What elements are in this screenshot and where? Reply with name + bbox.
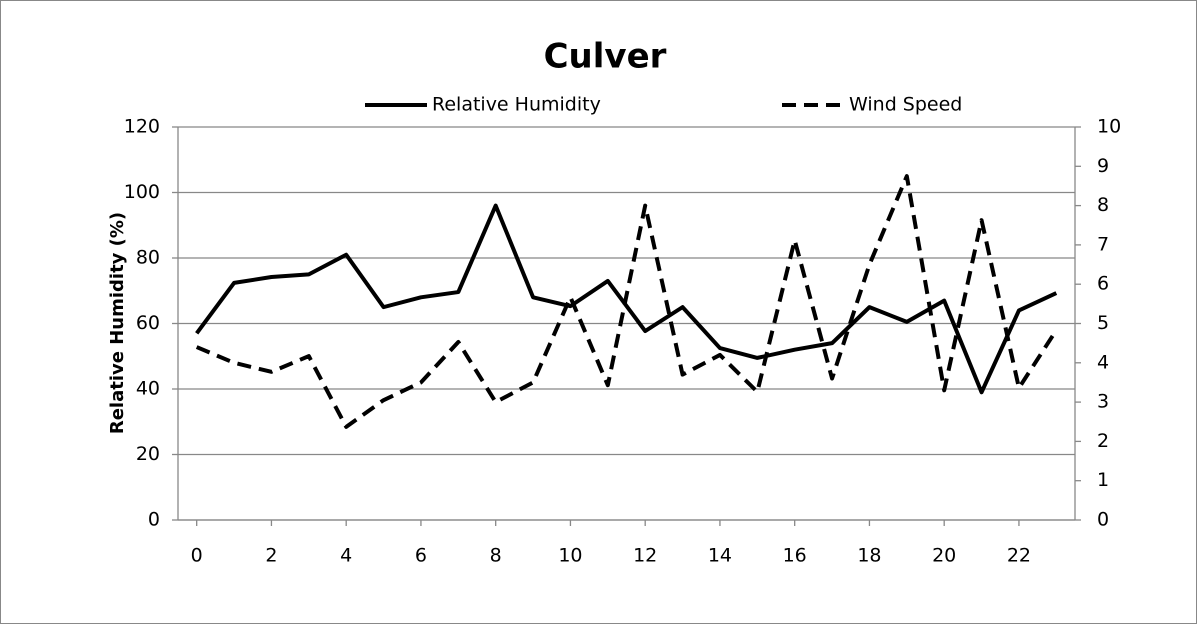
x-tick-label: 2 <box>265 545 277 567</box>
x-tick-label: 4 <box>340 545 352 567</box>
legend-label: Relative Humidity <box>432 94 601 116</box>
y-tick-label: 20 <box>136 443 160 465</box>
y2-tick-label: 2 <box>1097 430 1109 452</box>
x-tick-label: 12 <box>633 545 657 567</box>
y-tick-label: 60 <box>136 312 160 334</box>
y2-tick-label: 9 <box>1097 155 1109 177</box>
y-tick-label: 0 <box>148 509 160 531</box>
x-tick-label: 8 <box>490 545 502 567</box>
y2-tick-label: 8 <box>1097 194 1109 216</box>
y-tick-label: 120 <box>124 116 160 138</box>
y2-tick-label: 3 <box>1097 391 1109 413</box>
y-tick-label: 100 <box>124 181 160 203</box>
x-tick-label: 22 <box>1007 545 1031 567</box>
y2-tick-label: 0 <box>1097 509 1109 531</box>
x-tick-label: 18 <box>857 545 881 567</box>
y2-tick-label: 6 <box>1097 273 1109 295</box>
y2-tick-label: 1 <box>1097 469 1109 491</box>
y2-tick-label: 7 <box>1097 233 1109 255</box>
x-tick-label: 10 <box>558 545 582 567</box>
y2-tick-label: 5 <box>1097 312 1109 334</box>
x-tick-label: 0 <box>191 545 203 567</box>
y2-tick-label: 4 <box>1097 351 1109 373</box>
x-tick-label: 20 <box>932 545 956 567</box>
x-tick-label: 6 <box>415 545 427 567</box>
y-tick-label: 40 <box>136 378 160 400</box>
line-series <box>195 174 1058 429</box>
line-series <box>195 203 1058 395</box>
chart-title: Culver <box>544 37 667 77</box>
y-tick-label: 80 <box>136 247 160 269</box>
x-tick-label: 14 <box>708 545 732 567</box>
y2-tick-label: 10 <box>1097 116 1121 138</box>
legend-label: Wind Speed <box>849 94 962 116</box>
y-axis-label: Relative Humidity (%) <box>107 212 128 434</box>
x-tick-label: 16 <box>783 545 807 567</box>
